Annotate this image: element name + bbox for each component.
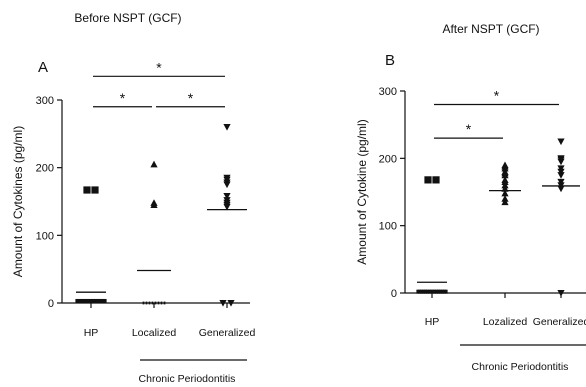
data-point xyxy=(75,298,79,303)
data-point xyxy=(84,298,88,303)
data-point xyxy=(90,298,94,303)
panel-label: A xyxy=(38,59,48,76)
significance-label: * xyxy=(120,90,126,106)
data-point xyxy=(223,181,231,189)
x-tick-label: Lozalized xyxy=(483,316,528,328)
significance-label: * xyxy=(188,90,194,106)
group-label: Chronic Periodontitis xyxy=(472,361,569,373)
y-tick-label: 300 xyxy=(36,95,54,107)
y-axis-title: Amount of Cytokines (pg/ml) xyxy=(11,126,25,277)
data-point xyxy=(148,301,151,305)
data-point xyxy=(86,298,90,303)
data-point xyxy=(435,289,439,294)
significance-label: * xyxy=(494,87,500,103)
data-point xyxy=(440,289,444,294)
chart-title: After NSPT (GCF) xyxy=(442,22,539,36)
data-point xyxy=(557,168,565,176)
data-point xyxy=(77,298,81,303)
data-point xyxy=(422,289,426,294)
data-point xyxy=(427,289,431,294)
data-point xyxy=(501,171,509,179)
y-tick-label: 200 xyxy=(379,153,397,165)
chart-title: Before NSPT (GCF) xyxy=(74,11,181,25)
data-point xyxy=(425,289,429,294)
data-point xyxy=(423,289,428,294)
y-tick-label: 100 xyxy=(36,230,54,242)
data-point xyxy=(416,289,420,294)
data-point xyxy=(501,189,509,197)
data-point xyxy=(151,301,154,305)
data-point xyxy=(227,299,235,307)
significance-label: * xyxy=(466,121,472,137)
data-point xyxy=(557,178,565,186)
y-tick-label: 0 xyxy=(391,288,397,300)
data-point xyxy=(442,289,446,294)
data-point xyxy=(501,198,509,206)
data-point xyxy=(557,172,565,179)
data-point xyxy=(79,298,83,303)
data-point xyxy=(88,298,92,303)
data-point xyxy=(81,298,85,303)
data-point xyxy=(157,301,160,305)
x-tick-label: Generalized xyxy=(533,316,586,328)
data-point xyxy=(501,178,509,185)
data-point xyxy=(557,158,565,166)
x-tick-label: Localized xyxy=(132,327,177,339)
data-point xyxy=(432,176,440,184)
data-point xyxy=(557,138,565,146)
y-tick-label: 300 xyxy=(379,86,397,98)
data-point xyxy=(557,165,565,173)
data-point xyxy=(95,298,100,303)
data-point xyxy=(99,298,103,303)
data-point xyxy=(557,185,565,193)
data-point xyxy=(145,301,148,305)
data-point xyxy=(418,289,422,294)
y-tick-label: 100 xyxy=(379,221,397,233)
data-point xyxy=(223,203,231,211)
panel-b: After NSPT (GCF) B 0 100 200 300 Amount of Cyt… xyxy=(355,22,586,373)
x-tick-label: HP xyxy=(84,327,99,339)
data-point xyxy=(223,124,231,131)
data-point xyxy=(92,298,96,303)
significance-label: * xyxy=(156,59,162,75)
data-point xyxy=(436,289,441,294)
data-point xyxy=(501,181,509,189)
y-axis-title: Amount of Cytokine (pg/ml) xyxy=(355,119,369,264)
data-point xyxy=(223,193,231,200)
data-point xyxy=(97,298,101,303)
data-point xyxy=(429,289,433,294)
data-point xyxy=(219,299,227,307)
data-point xyxy=(501,164,509,172)
data-point xyxy=(83,186,91,194)
data-point xyxy=(82,298,87,303)
data-point xyxy=(101,298,105,303)
data-point xyxy=(501,195,509,202)
data-point xyxy=(163,301,166,305)
data-point xyxy=(94,298,98,303)
x-tick-label: HP xyxy=(425,316,440,328)
data-point xyxy=(150,160,158,168)
x-tick-label: Generalized xyxy=(199,327,256,339)
data-point xyxy=(557,289,565,297)
data-point xyxy=(431,289,435,294)
data-point xyxy=(142,301,145,305)
panel-a: Before NSPT (GCF) A 0 100 200 300 Amount of Cy… xyxy=(11,11,255,385)
data-point xyxy=(160,301,163,305)
data-point xyxy=(424,176,432,184)
y-tick-label: 200 xyxy=(36,163,54,175)
data-point xyxy=(150,201,158,208)
data-point xyxy=(433,289,437,294)
panel-label: B xyxy=(385,52,395,69)
group-label: Chronic Periodontitis xyxy=(139,373,236,385)
data-point xyxy=(91,186,99,194)
data-point xyxy=(438,289,442,294)
data-point xyxy=(103,298,107,303)
y-tick-label: 0 xyxy=(48,298,54,310)
data-point xyxy=(154,301,157,305)
data-point xyxy=(420,289,424,294)
data-point xyxy=(444,289,448,294)
